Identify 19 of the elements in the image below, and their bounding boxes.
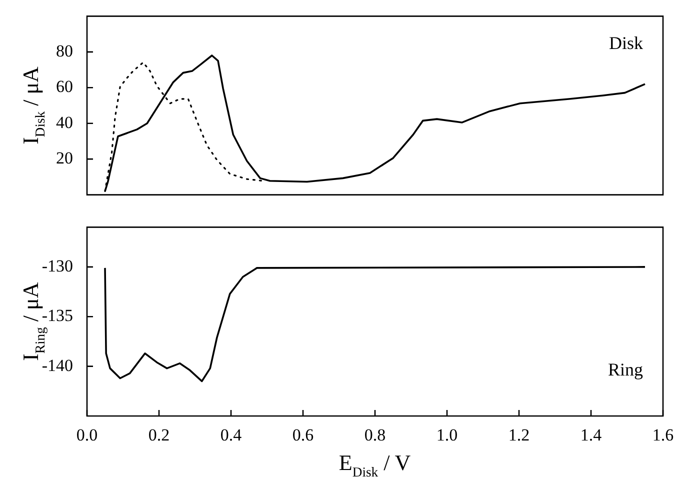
y-tick-label: -135	[42, 306, 73, 326]
x-tick-label: 1.0	[436, 426, 458, 445]
x-tick-label: 1.6	[652, 426, 674, 445]
annotation: Ring	[608, 360, 643, 380]
y-tick-label: -130	[42, 256, 73, 276]
y-tick-label: -140	[42, 356, 73, 375]
y-tick-label: 60	[56, 77, 73, 96]
x-tick-label: 0.8	[364, 426, 386, 445]
y-tick-label: 20	[56, 148, 73, 168]
y-tick-label: 40	[56, 112, 73, 132]
x-tick-label: 0.6	[292, 426, 314, 445]
y-tick-label: 80	[56, 41, 73, 60]
y-axis-title: IDisk / μA	[18, 66, 48, 144]
x-tick-label: 0.2	[148, 426, 170, 445]
x-tick-label: 0.4	[220, 426, 242, 445]
x-tick-label: 0.0	[76, 426, 98, 445]
annotation: Disk	[608, 32, 643, 53]
x-tick-label: 1.2	[508, 426, 530, 445]
x-tick-label: 1.4	[580, 426, 602, 445]
